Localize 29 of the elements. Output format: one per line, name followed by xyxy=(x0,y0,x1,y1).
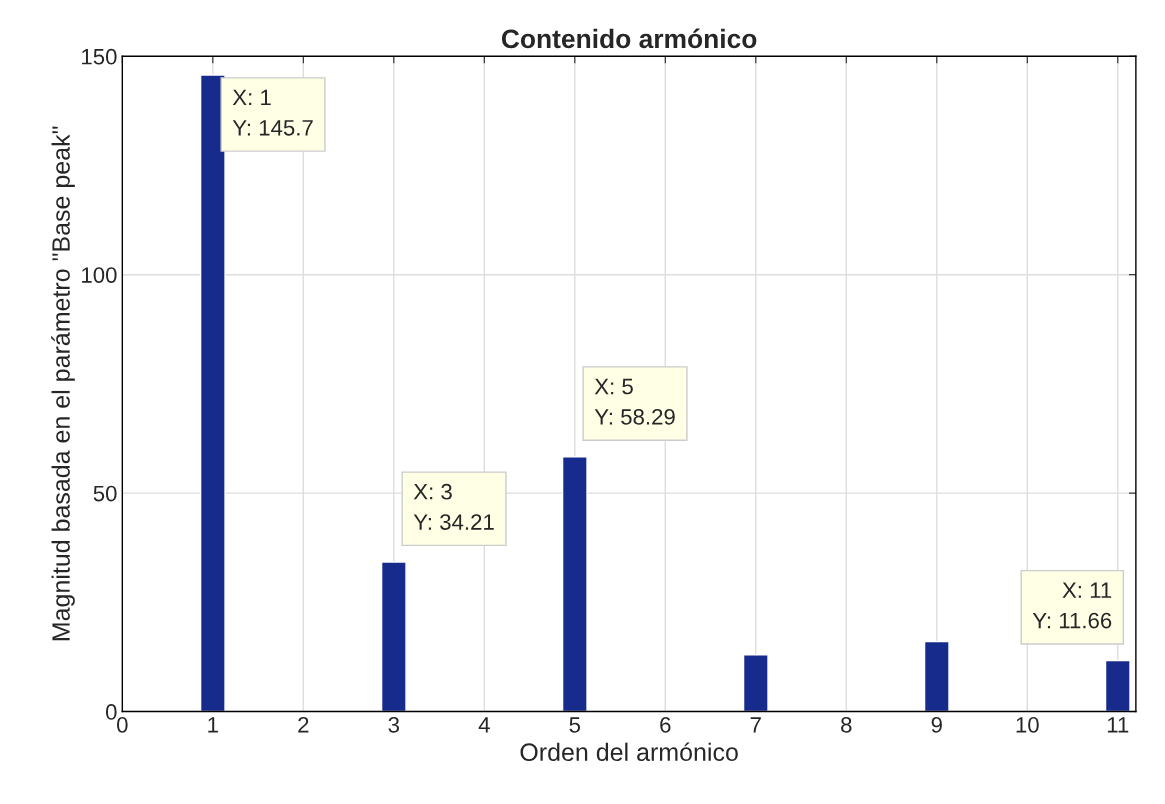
annotation: X: 11 Y: 11.66 xyxy=(1032,582,1112,629)
annotation: X: 3 Y: 34.21 xyxy=(413,483,494,530)
x-tick-label: 9 xyxy=(931,716,942,733)
annotation: X: 5 Y: 58.29 xyxy=(594,378,675,425)
x-tick-label: 4 xyxy=(478,717,490,733)
x-tick-label: 5 xyxy=(569,717,581,733)
y-tick-label: 50 xyxy=(93,485,117,502)
x-tick-label: 8 xyxy=(841,716,852,733)
bar xyxy=(561,456,588,712)
chart-title: Contenido armónico xyxy=(501,28,757,49)
bar xyxy=(742,654,769,712)
bar xyxy=(380,561,407,712)
annotation: X: 1 Y: 145.7 xyxy=(232,89,313,136)
x-tick-label: 1 xyxy=(208,717,218,733)
x-tick-label: 2 xyxy=(298,716,309,733)
bar xyxy=(199,74,226,712)
y-axis-title: Magnitud basada en el parámetro "Base peak" xyxy=(51,126,75,641)
bar xyxy=(1104,659,1131,712)
bar xyxy=(923,640,950,712)
x-tick-label: 11 xyxy=(1107,717,1129,733)
x-tick-label: 10 xyxy=(1016,716,1039,733)
x-tick-label: 6 xyxy=(660,716,671,733)
x-axis-title: Orden del armónico xyxy=(520,742,738,762)
x-tick-label: 3 xyxy=(388,716,400,733)
x-tick-label: 0 xyxy=(117,716,128,733)
y-tick-label: 150 xyxy=(82,48,117,65)
y-tick-label: 0 xyxy=(105,704,117,720)
y-tick-label: 100 xyxy=(82,267,117,283)
x-tick-label: 7 xyxy=(750,717,761,733)
